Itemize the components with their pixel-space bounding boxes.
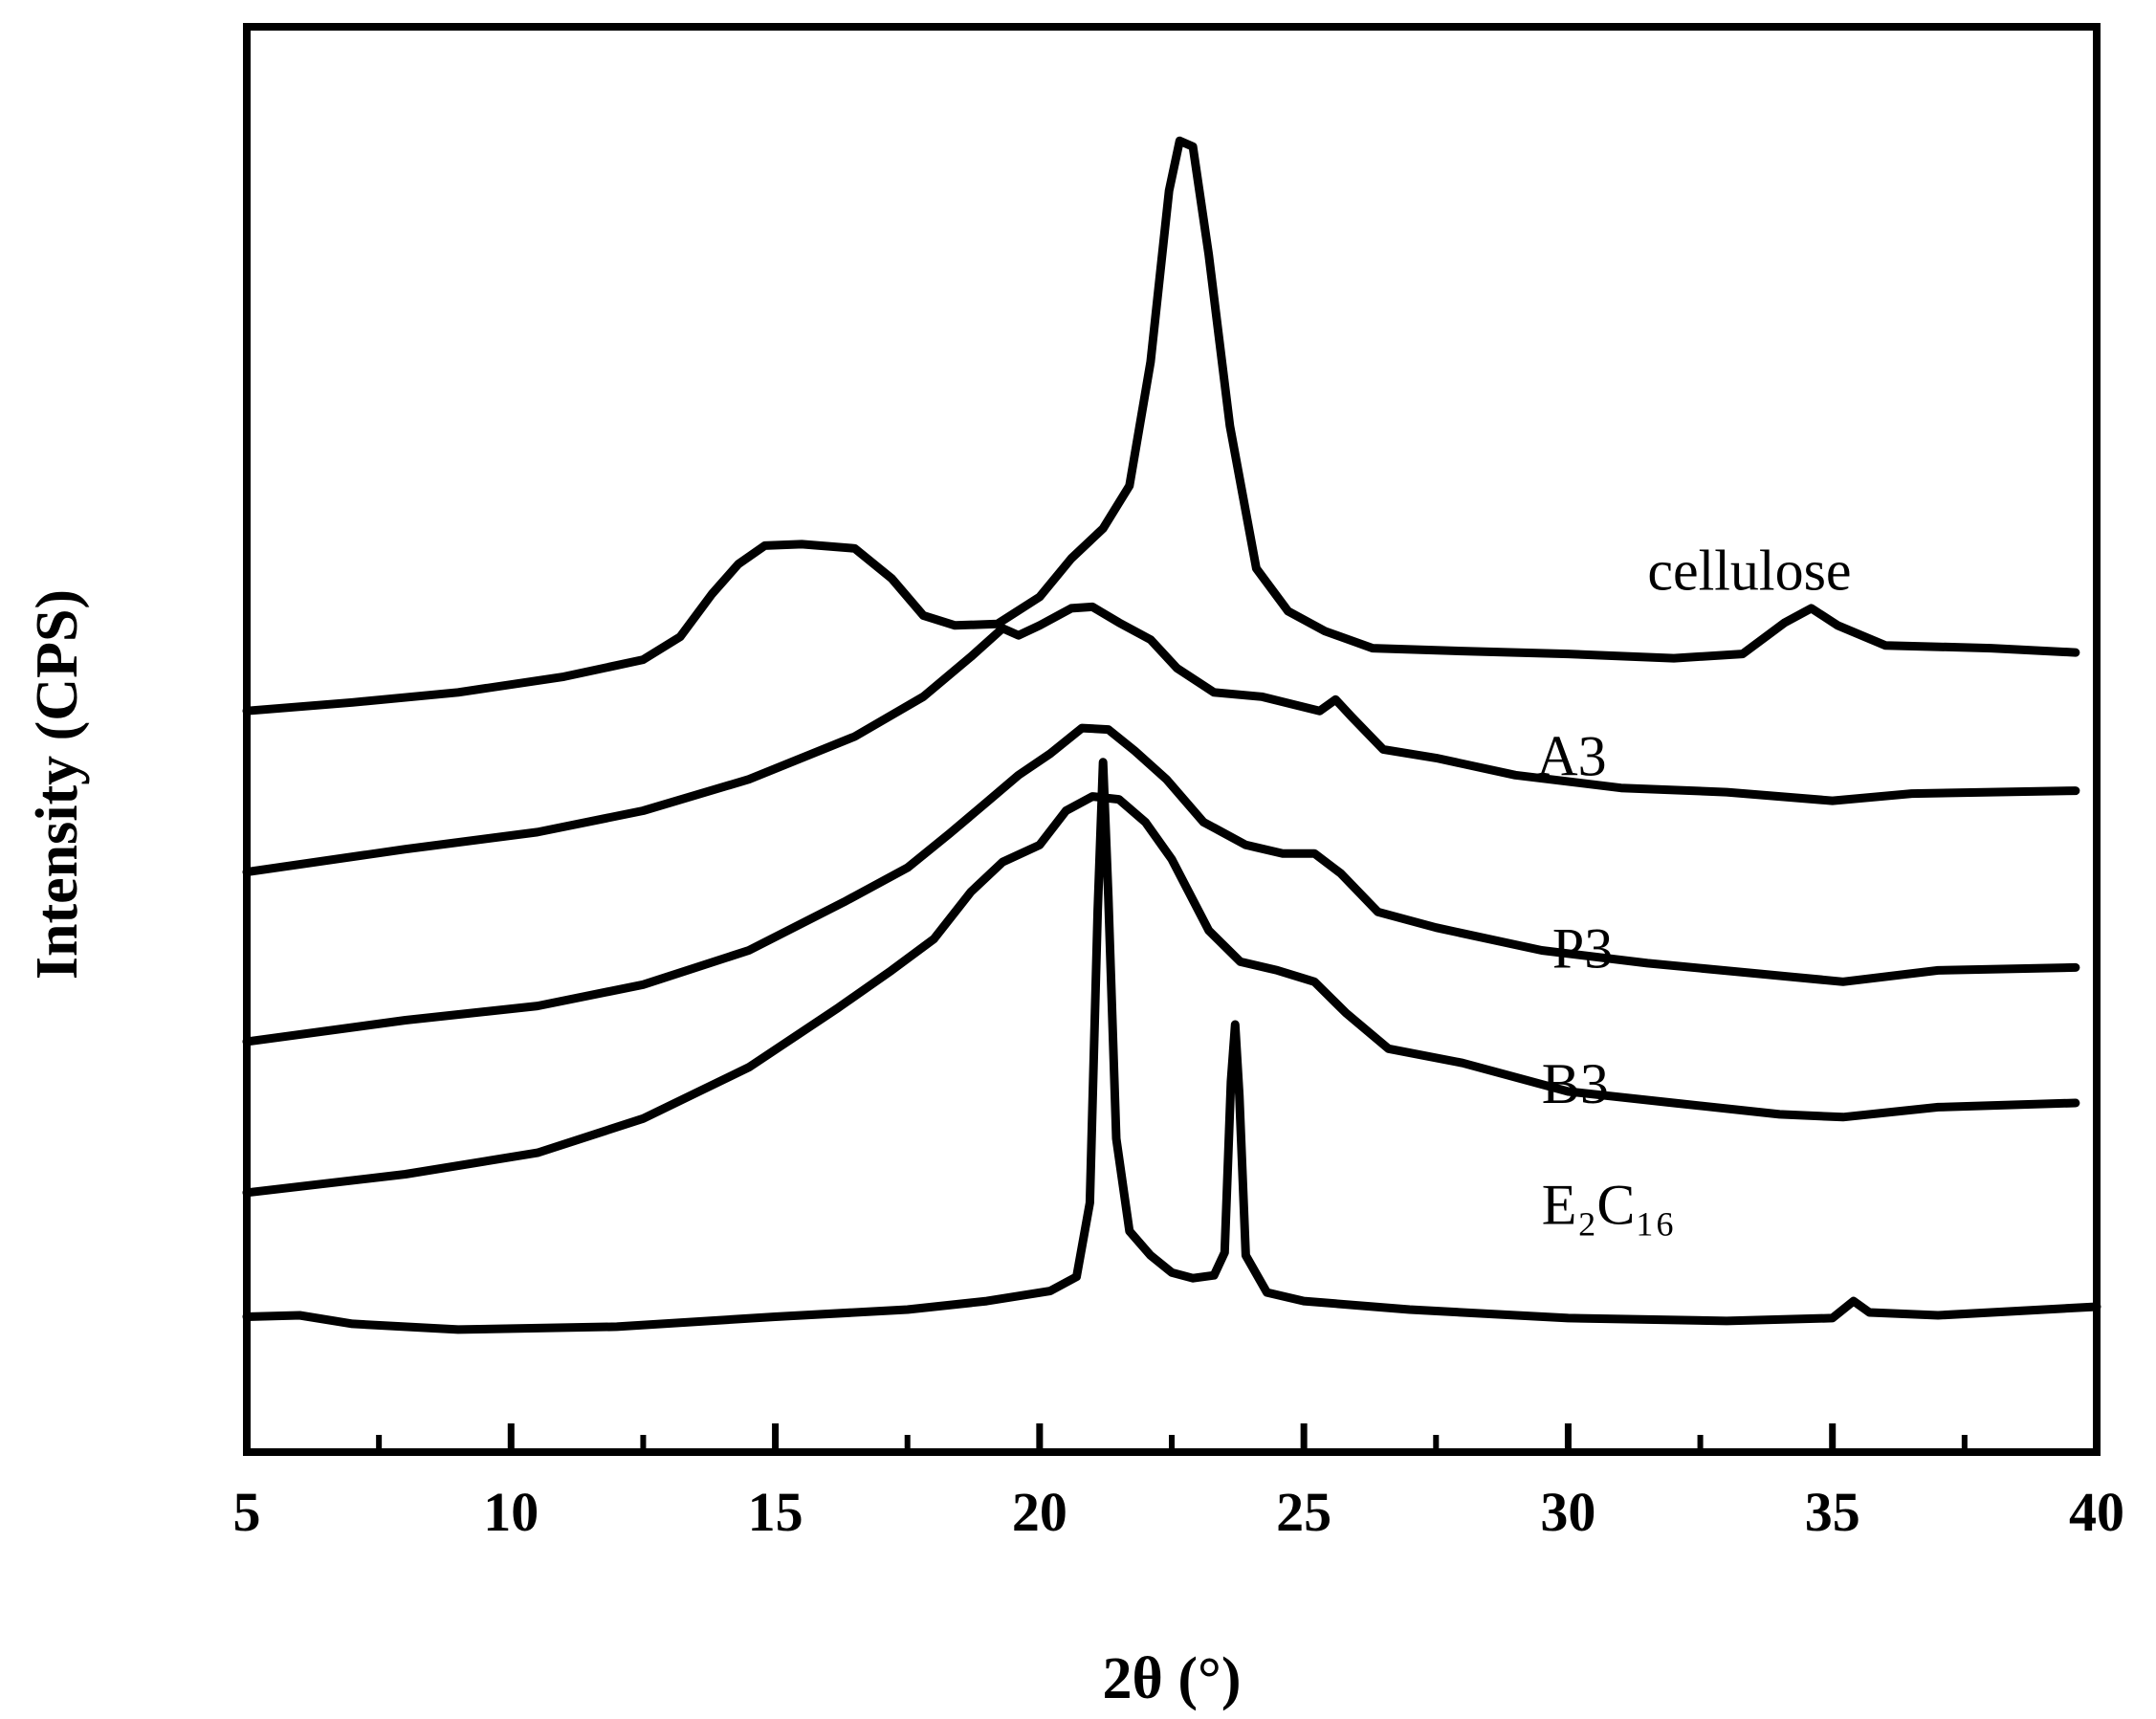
x-tick-label: 40 — [2069, 1481, 2124, 1543]
series-line-0 — [242, 136, 2080, 716]
x-tick-label: 15 — [748, 1481, 803, 1543]
x-tick-label: 30 — [1540, 1481, 1595, 1543]
y-axis-title: Intensity (CPS) — [25, 589, 90, 980]
x-tick-label: 25 — [1276, 1481, 1331, 1543]
x-tick-label: 5 — [233, 1481, 261, 1543]
x-axis-tick-labels: 5 10 15 20 25 30 35 40 — [233, 1481, 2125, 1543]
series-label-4: E₂C₁₆ — [1542, 1174, 1675, 1237]
series-line-4 — [242, 758, 2101, 1334]
series-line-1 — [242, 602, 2080, 877]
plot-frame — [243, 23, 2101, 1456]
series-line-3 — [242, 792, 2080, 1198]
series-traces — [242, 136, 2101, 1334]
x-axis-ticks — [243, 1423, 2101, 1452]
series-label-2: P3 — [1552, 916, 1613, 980]
series-label-0: cellulose — [1647, 540, 1851, 603]
x-tick-label: 10 — [483, 1481, 539, 1543]
series-labels: cellulose A3 P3 B3 E₂C₁₆ — [1536, 540, 1851, 1237]
series-label-3: B3 — [1542, 1052, 1609, 1115]
series-line-2 — [242, 723, 2080, 1047]
series-label-1: A3 — [1536, 724, 1606, 787]
x-axis-title: 2θ (°) — [1103, 1646, 1242, 1711]
x-tick-label: 35 — [1805, 1481, 1860, 1543]
x-tick-label: 20 — [1012, 1481, 1067, 1543]
